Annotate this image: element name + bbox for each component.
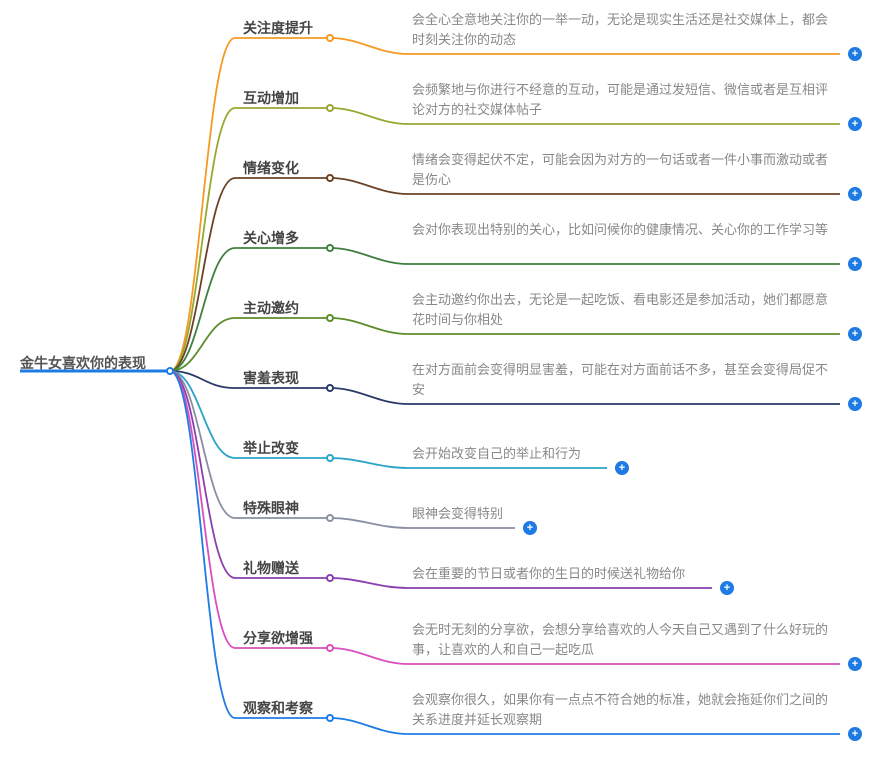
branch-dot (326, 714, 334, 722)
branch-label: 分享欲增强 (243, 628, 313, 648)
leaf-text: 眼神会变得特别 (412, 504, 515, 524)
leaf-text: 会主动邀约你出去，无论是一起吃饭、看电影还是参加活动，她们都愿意花时间与你相处 (412, 290, 840, 329)
branch-label: 特殊眼神 (243, 498, 299, 518)
branch-label: 关心增多 (243, 228, 299, 248)
branch-label: 礼物赠送 (243, 558, 299, 578)
expand-icon[interactable]: + (848, 657, 862, 671)
branch-dot (326, 314, 334, 322)
leaf-text: 会开始改变自己的举止和行为 (412, 444, 607, 464)
expand-icon[interactable]: + (848, 117, 862, 131)
expand-icon[interactable]: + (848, 327, 862, 341)
leaf-text: 情绪会变得起伏不定，可能会因为对方的一句话或者一件小事而激动或者是伤心 (412, 150, 840, 189)
expand-icon[interactable]: + (523, 521, 537, 535)
branch-dot (326, 384, 334, 392)
branch-label: 观察和考察 (243, 698, 313, 718)
branch-dot (326, 34, 334, 42)
branch-label: 举止改变 (243, 438, 299, 458)
branch-dot (326, 454, 334, 462)
root-dot (166, 367, 174, 375)
branch-label: 互动增加 (243, 88, 299, 108)
root-node: 金牛女喜欢你的表现 (20, 353, 146, 373)
expand-icon[interactable]: + (848, 47, 862, 61)
expand-icon[interactable]: + (848, 397, 862, 411)
leaf-text: 在对方面前会变得明显害羞，可能在对方面前话不多，甚至会变得局促不安 (412, 360, 840, 399)
branch-label: 情绪变化 (243, 158, 299, 178)
expand-icon[interactable]: + (848, 257, 862, 271)
leaf-text: 会频繁地与你进行不经意的互动，可能是通过发短信、微信或者是互相评论对方的社交媒体… (412, 80, 840, 119)
branch-dot (326, 574, 334, 582)
branch-label: 害羞表现 (243, 368, 299, 388)
leaf-text: 会全心全意地关注你的一举一动，无论是现实生活还是社交媒体上，都会时刻关注你的动态 (412, 10, 840, 49)
leaf-text: 会对你表现出特别的关心，比如问候你的健康情况、关心你的工作学习等 (412, 220, 840, 240)
branch-label: 主动邀约 (243, 298, 299, 318)
expand-icon[interactable]: + (848, 187, 862, 201)
branch-dot (326, 514, 334, 522)
branch-dot (326, 244, 334, 252)
expand-icon[interactable]: + (848, 727, 862, 741)
branch-dot (326, 644, 334, 652)
branch-dot (326, 104, 334, 112)
expand-icon[interactable]: + (615, 461, 629, 475)
branch-dot (326, 174, 334, 182)
leaf-text: 会在重要的节日或者你的生日的时候送礼物给你 (412, 564, 712, 584)
leaf-text: 会无时无刻的分享欲，会想分享给喜欢的人今天自己又遇到了什么好玩的事，让喜欢的人和… (412, 620, 840, 659)
expand-icon[interactable]: + (720, 581, 734, 595)
leaf-text: 会观察你很久，如果你有一点点不符合她的标准，她就会拖延你们之间的关系进度并延长观… (412, 690, 840, 729)
branch-label: 关注度提升 (243, 18, 313, 38)
